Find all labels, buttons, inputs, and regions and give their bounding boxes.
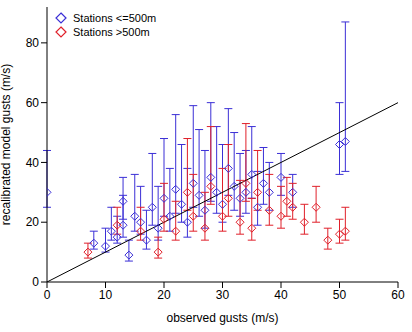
svg-text:60: 60 <box>26 96 40 110</box>
html-text:Stations >500m: Stations >500m <box>73 26 150 38</box>
svg-text:50: 50 <box>333 288 347 302</box>
svg-text:40: 40 <box>26 156 40 170</box>
html-text:Stations <=500m: Stations <=500m <box>73 12 157 24</box>
svg-text:0: 0 <box>32 275 39 289</box>
svg-text:10: 10 <box>99 288 113 302</box>
svg-text:40: 40 <box>274 288 288 302</box>
svg-text:80: 80 <box>26 36 40 50</box>
svg-text:recalibrated model gusts (m/s): recalibrated model gusts (m/s) <box>8 64 13 225</box>
svg-text:20: 20 <box>26 215 40 229</box>
svg-text:0: 0 <box>44 288 51 302</box>
svg-text:20: 20 <box>157 288 171 302</box>
svg-text:30: 30 <box>216 288 230 302</box>
svg-text:observed gusts (m/s): observed gusts (m/s) <box>166 311 278 325</box>
svg-text:60: 60 <box>391 288 404 302</box>
